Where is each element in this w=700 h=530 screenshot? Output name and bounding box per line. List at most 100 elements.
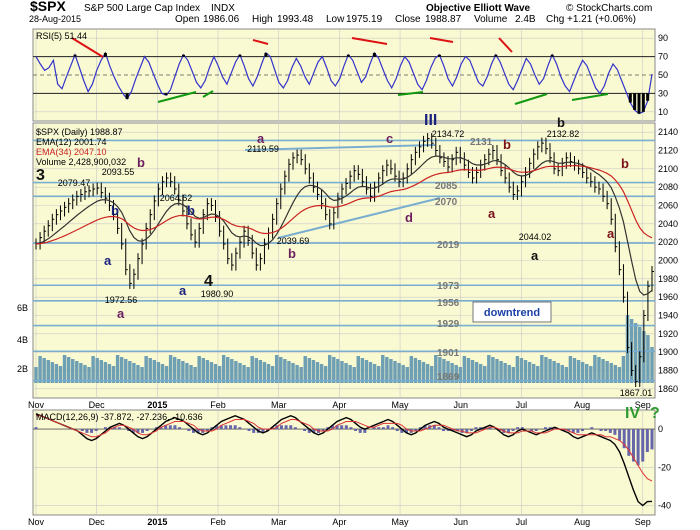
volume-bar (352, 367, 356, 383)
macd-signal-line (36, 415, 653, 482)
volume-bar (617, 367, 622, 383)
x-month-label-bottom: Apr (332, 517, 346, 527)
ema-lines (35, 155, 653, 296)
volume-bar (250, 356, 254, 383)
volume-bar (523, 360, 528, 383)
level-label-2131: 2131 (470, 137, 493, 148)
price-label-2039: 2039.69 (277, 236, 310, 246)
price-tick-label: 1920 (658, 329, 678, 339)
wave-b-label-aug: b (621, 156, 629, 171)
volume-bar (205, 360, 210, 383)
level-label-1973: 1973 (437, 281, 460, 292)
macd-tick-label: -40 (658, 500, 671, 510)
volume-bar (168, 355, 173, 383)
volume-bar (315, 362, 320, 383)
price-tick-label: 1880 (658, 366, 678, 376)
wave-iv-question: ? (650, 405, 660, 422)
price-tick-label: 2040 (658, 219, 678, 229)
ema12-legend: EMA(12) 2001.74 (36, 137, 107, 147)
price-label-2093: 2093.55 (102, 167, 135, 177)
volume-bar (405, 367, 409, 383)
volume-bar (319, 364, 324, 383)
rsi-red-trend-5 (498, 37, 513, 53)
chart-date: 28-Aug-2015 (29, 14, 81, 24)
volume-bar (536, 366, 540, 383)
volume-bar (503, 363, 507, 383)
volume-bar (597, 357, 601, 383)
price-tick-label: 1940 (658, 311, 678, 321)
price-label-2134: 2134.72 (432, 129, 465, 139)
ohlc-low: 1975.19 (346, 14, 383, 25)
volume-bar (66, 357, 71, 383)
price-tick-label: 2060 (658, 201, 678, 211)
index-name: S&P 500 Large Cap Index (84, 3, 200, 14)
x-month-label-top: Nov (28, 400, 45, 410)
volume-bar (234, 361, 238, 383)
volume-bar (621, 356, 626, 383)
rsi-green-trend-5 (571, 93, 609, 101)
upper-trendline (244, 144, 436, 151)
volume-bar (83, 365, 87, 383)
x-month-label-bottom: Aug (574, 517, 590, 527)
rsi-green-trend-2 (202, 90, 214, 98)
x-month-label-bottom: 2015 (147, 517, 167, 527)
volume-bar (568, 356, 573, 383)
volume-bar (344, 363, 348, 383)
wave-b-label-jan: b (187, 203, 195, 218)
volume-bar (238, 363, 242, 383)
volume-bar (389, 359, 393, 383)
volume-bar (258, 360, 263, 383)
volume-bar (299, 367, 303, 383)
volume-bar (54, 364, 59, 383)
x-month-label-top: 2015 (147, 400, 167, 410)
x-month-label-top: Jul (516, 400, 528, 410)
volume-bar (413, 358, 418, 383)
volume-bar (605, 361, 609, 383)
wave-a-label-jun: a (488, 206, 496, 221)
volume-bar (274, 355, 279, 383)
volume-bar (340, 361, 344, 383)
volume-bar (75, 361, 79, 383)
volume-bar (381, 355, 385, 383)
volume-bar (454, 365, 458, 383)
volume-bar (287, 361, 291, 383)
price-tick-label: 2120 (658, 146, 678, 156)
volume-bar (646, 335, 650, 383)
x-month-label-bottom: Sep (635, 517, 651, 527)
x-month-label-top: May (392, 400, 410, 410)
rsi-legend: RSI(5) 51.44 (36, 31, 87, 41)
volume-bar (462, 356, 467, 383)
volume-bar (160, 364, 165, 383)
level-label-2085: 2085 (435, 181, 458, 192)
volume-label: Volume (474, 14, 508, 25)
volume-bar (633, 323, 638, 383)
volume-bar (650, 347, 654, 383)
price-label-1867: 1867.01 (620, 388, 653, 398)
volume-bar (99, 360, 103, 383)
volume-bar (409, 356, 414, 383)
volume-bar (438, 357, 442, 383)
volume-bar (221, 355, 226, 383)
volume-bar (348, 365, 352, 383)
level-label-1929: 1929 (437, 319, 460, 330)
x-month-label-top: Feb (210, 400, 226, 410)
volume-bar (103, 362, 108, 383)
x-month-label-bottom: Jul (516, 517, 528, 527)
volume-bar (519, 358, 524, 383)
volume-bar (230, 359, 234, 383)
ohlc-high: 1993.48 (277, 14, 314, 25)
volume-bar (177, 359, 181, 383)
x-month-label-bottom: Dec (89, 517, 106, 527)
wave-d-label: d (405, 210, 413, 225)
volume-bar (336, 359, 340, 383)
rsi-line (35, 51, 653, 115)
level-label-1901: 1901 (437, 348, 460, 359)
volume-bar (152, 360, 157, 383)
volume-bar (560, 365, 564, 383)
level-label-2019: 2019 (437, 240, 460, 251)
volume-bar (609, 363, 613, 383)
volume-bar (564, 367, 569, 383)
volume-bar (364, 360, 369, 383)
price-tick-label: 2100 (658, 164, 678, 174)
volume-bar (148, 358, 152, 383)
